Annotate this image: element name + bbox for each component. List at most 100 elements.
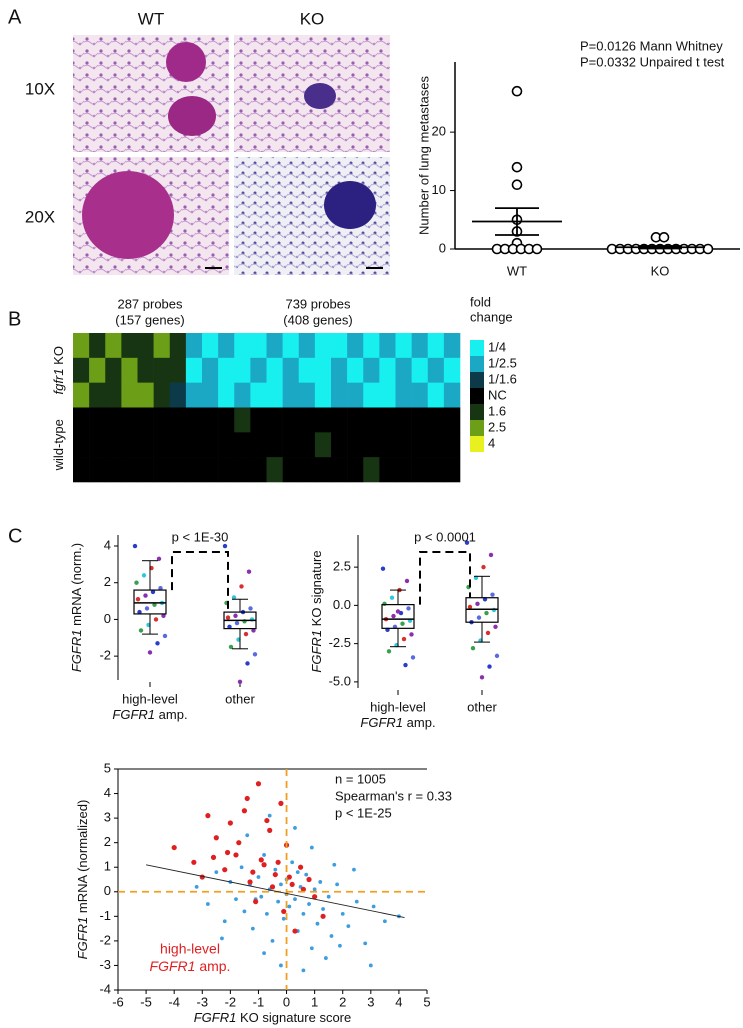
data-point [382, 919, 387, 924]
data-point [479, 675, 485, 680]
heatmap-cell [282, 457, 300, 483]
heatmap-cell [443, 457, 461, 483]
legend-swatch [470, 356, 484, 372]
annotation: p < 0.0001 [414, 529, 476, 544]
data-point [147, 650, 153, 655]
image-column-label: KO [300, 9, 325, 28]
y-tick-label: -3 [99, 957, 111, 972]
heatmap-cell [314, 432, 332, 458]
heatmap-cell [314, 382, 332, 408]
legend-label: 1/2.5 [488, 355, 517, 370]
data-point [340, 911, 345, 916]
section-label: (408 genes) [283, 312, 352, 327]
data-point [363, 941, 368, 946]
data-point [306, 876, 312, 883]
heatmap-cell [395, 407, 412, 433]
data-point [488, 552, 494, 558]
data-point [287, 904, 292, 909]
x-tick-label: -1 [253, 994, 265, 1009]
heatmap-cell [379, 382, 396, 408]
significance-bracket [419, 551, 471, 605]
y-tick-label: 4 [104, 537, 111, 552]
heatmap-cell [169, 432, 187, 458]
heatmap-cell [331, 382, 348, 408]
data-point [490, 592, 495, 597]
data-point [270, 938, 275, 943]
data-point [267, 813, 272, 818]
heatmap-cell [266, 432, 283, 458]
data-point [406, 606, 411, 611]
row-group-label-part: fgfr1 [51, 368, 66, 394]
heatmap-cell [314, 357, 332, 383]
data-point [194, 884, 199, 889]
y-axis-label-part: FGFR1 [309, 630, 324, 673]
heatmap-cell [298, 457, 316, 483]
heatmap-cell [331, 333, 348, 359]
data-point [276, 899, 281, 904]
heatmap-cell [331, 357, 348, 383]
section-label: (157 genes) [115, 312, 184, 327]
box [133, 589, 167, 615]
heatmap-cell [202, 432, 219, 458]
data-point [225, 615, 231, 620]
heatmap-cell [298, 382, 316, 408]
data-point [213, 835, 219, 841]
data-point [262, 853, 266, 857]
y-tick-label: 10 [432, 182, 446, 197]
data-point [481, 564, 486, 570]
image-column-label: WT [138, 9, 164, 28]
data-point [307, 902, 311, 906]
heatmap-cell [234, 333, 251, 359]
data-point [304, 872, 309, 877]
annotation: Spearman's r = 0.33 [335, 788, 452, 803]
heatmap-cell [347, 382, 364, 408]
data-point [252, 652, 258, 657]
y-tick-label: 20 [432, 124, 446, 139]
heatmap-cell [185, 432, 203, 458]
data-point [293, 826, 297, 830]
heatmap-cell [379, 432, 396, 458]
data-point [292, 928, 298, 934]
heatmap-cell [347, 457, 364, 483]
y-tick-label: 0 [104, 883, 111, 898]
heatmap-cell [218, 357, 235, 383]
heatmap-cell [202, 457, 219, 483]
annotation: P=0.0332 Unpaired t test [580, 54, 725, 69]
heatmap-cell [121, 407, 138, 433]
y-tick-label: 2.5 [333, 559, 351, 574]
heatmap-cell [282, 432, 300, 458]
y-axis-label: FGFR1 KO signature [309, 550, 324, 672]
heatmap-cell [234, 357, 251, 383]
heatmap-cell [363, 357, 380, 383]
data-point [150, 589, 156, 595]
heatmap-cell [363, 382, 380, 408]
data-point [702, 243, 714, 255]
heatmap-cell [73, 333, 90, 359]
heatmap-cell [347, 333, 364, 359]
data-point [227, 820, 233, 826]
heatmap-cell [234, 407, 251, 433]
data-point [144, 606, 150, 611]
y-tick-label: 2 [104, 574, 111, 589]
data-point [244, 795, 250, 802]
heatmap-cell [137, 407, 154, 433]
row-group-label: wild-type [51, 419, 66, 471]
data-point [391, 613, 396, 619]
data-point [511, 179, 523, 191]
heatmap-cell [137, 357, 154, 383]
data-point [256, 875, 261, 879]
data-point [409, 632, 414, 637]
heatmap-cell [427, 382, 445, 408]
data-point [132, 543, 138, 549]
heatmap-cell [411, 457, 429, 483]
x-tick-note-part: FGFR1 [360, 715, 403, 730]
row-group-label-part: KO [51, 346, 66, 368]
heatmap-cell [363, 407, 380, 433]
y-tick-label: 2 [104, 834, 111, 849]
heatmap-cell [153, 457, 171, 483]
data-point [485, 630, 491, 636]
heatmap-cell [105, 382, 122, 408]
x-tick-label: 2 [339, 994, 346, 1009]
metastasis [168, 96, 216, 136]
heatmap-cell [314, 333, 332, 359]
